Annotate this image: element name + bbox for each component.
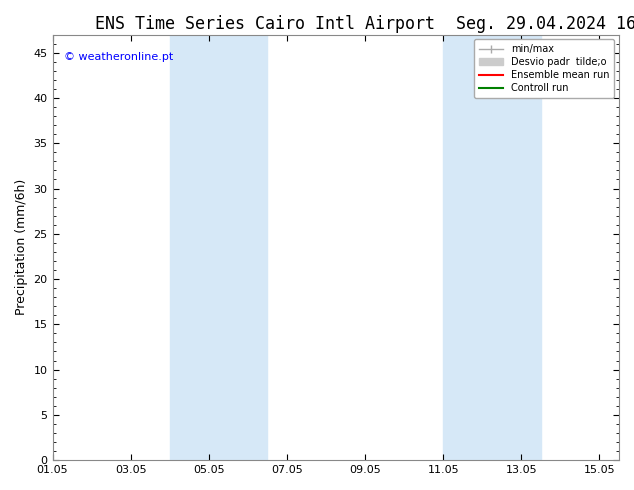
Text: ENS Time Series Cairo Intl Airport: ENS Time Series Cairo Intl Airport [95, 15, 435, 33]
Y-axis label: Precipitation (mm/6h): Precipitation (mm/6h) [15, 179, 28, 316]
Bar [170, 35, 228, 460]
Bar [501, 35, 541, 460]
Legend: min/max, Desvio padr  tilde;o, Ensemble mean run, Controll run: min/max, Desvio padr tilde;o, Ensemble m… [474, 40, 614, 98]
Text: Seg. 29.04.2024 16 UTC: Seg. 29.04.2024 16 UTC [456, 15, 634, 33]
Bar [228, 35, 268, 460]
Bar [443, 35, 501, 460]
Text: © weatheronline.pt: © weatheronline.pt [64, 51, 173, 62]
